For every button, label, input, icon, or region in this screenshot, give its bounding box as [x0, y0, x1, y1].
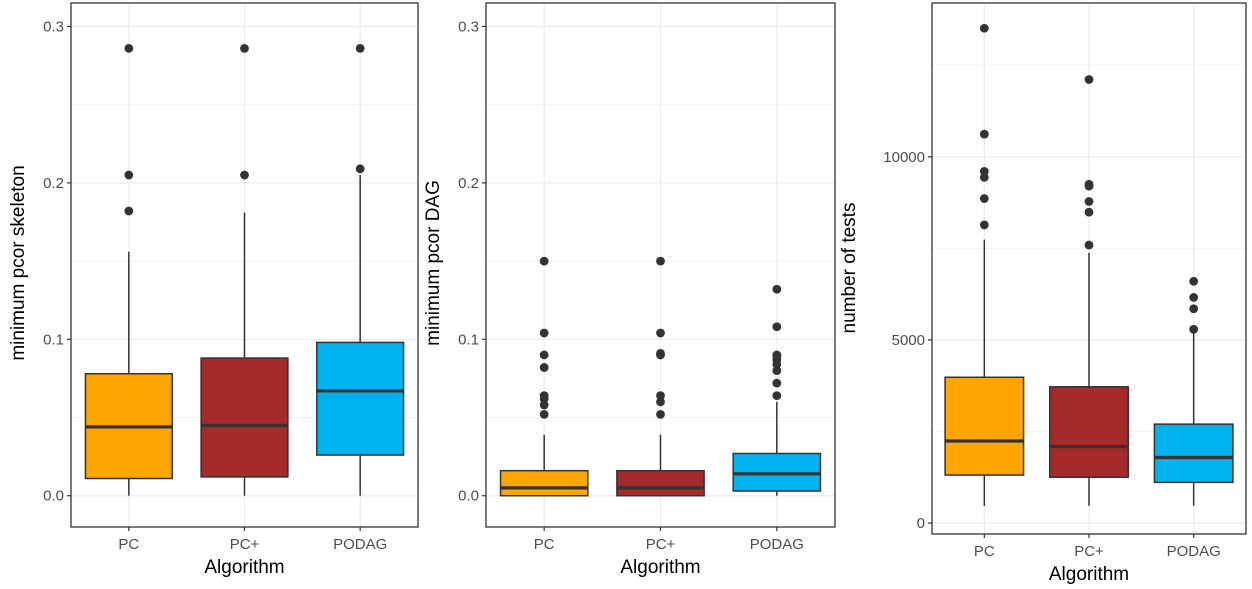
- y-tick-label: 0.3: [43, 18, 64, 35]
- y-tick-label: 0.2: [458, 175, 479, 192]
- box-podag: [1153, 276, 1234, 506]
- x-tick-label: PODAG: [333, 536, 387, 553]
- outlier-point: [1084, 179, 1094, 189]
- box-body: [200, 357, 289, 478]
- outlier-point: [772, 284, 782, 294]
- x-tick-label: PC: [534, 536, 555, 553]
- outlier-point: [772, 322, 782, 332]
- outlier-point: [355, 43, 365, 53]
- outlier-point: [1189, 276, 1199, 286]
- outlier-point: [240, 170, 249, 180]
- box-pc-plus: [1049, 75, 1129, 506]
- y-tick-label: 5000: [892, 332, 925, 349]
- box-body: [316, 341, 405, 456]
- outlier-point: [539, 363, 549, 372]
- x-tick-label: PC+: [646, 536, 676, 553]
- outlier-point: [656, 409, 665, 419]
- outlier-point: [240, 43, 249, 53]
- outlier-point: [1084, 197, 1094, 206]
- outlier-point: [656, 348, 665, 358]
- y-axis-label: minimum pcor skeleton: [8, 165, 29, 360]
- outlier-point: [656, 391, 665, 401]
- outlier-point: [539, 328, 549, 338]
- outlier-point: [1084, 240, 1094, 250]
- outlier-point: [1189, 304, 1199, 314]
- box-pc: [84, 43, 173, 496]
- y-axis-label: minimum pcor DAG: [423, 180, 444, 346]
- outlier-point: [539, 400, 549, 410]
- box-body: [499, 469, 589, 497]
- x-tick-label: PODAG: [1167, 543, 1221, 560]
- y-tick-label: 0.3: [458, 18, 479, 35]
- y-tick-label: 10000: [883, 149, 925, 166]
- outlier-point: [656, 256, 665, 266]
- panel-2: 0.0 0.1 0.2 0.3 PC PC+ PODAG Algorithm minimum p…: [423, 2, 836, 578]
- x-tick-label: PC+: [1074, 543, 1104, 560]
- x-axis-label: Algorithm: [620, 557, 700, 578]
- outlier-point: [539, 256, 549, 266]
- outlier-point: [539, 391, 549, 401]
- y-tick-label: 0.1: [43, 331, 64, 348]
- outlier-point: [772, 366, 782, 375]
- box-pc-plus: [200, 43, 289, 496]
- y-tick-label: 0: [917, 515, 925, 532]
- box-pc: [499, 256, 589, 497]
- panel-3: 0 5000 10000 PC PC+ PODAG Algorithm number of t…: [839, 2, 1247, 585]
- outlier-point: [539, 350, 549, 360]
- box-pc: [944, 23, 1025, 506]
- x-tick-label: PC+: [230, 536, 260, 553]
- box-body: [616, 469, 705, 497]
- x-tick-label: PC: [974, 543, 995, 560]
- x-axis-label: Algorithm: [1049, 564, 1129, 585]
- outlier-point: [979, 23, 989, 33]
- outlier-point: [1084, 207, 1094, 217]
- x-tick-label: PC: [118, 536, 139, 553]
- outlier-point: [772, 391, 782, 401]
- box-podag: [316, 43, 405, 496]
- outlier-point: [1189, 293, 1199, 302]
- box-body: [1049, 386, 1129, 478]
- y-tick-label: 0.0: [43, 488, 64, 505]
- y-tick-label: 0.0: [458, 488, 479, 505]
- outlier-point: [979, 167, 989, 176]
- outlier-point: [979, 220, 989, 230]
- outlier-point: [656, 397, 665, 407]
- y-tick-label: 0.2: [43, 175, 64, 192]
- outlier-point: [656, 328, 665, 338]
- outlier-point: [124, 43, 134, 53]
- box-podag: [732, 284, 822, 496]
- outlier-point: [1084, 75, 1094, 84]
- box-pc-plus: [616, 256, 705, 497]
- outlier-point: [772, 378, 782, 388]
- y-tick-label: 0.1: [458, 331, 479, 348]
- outlier-point: [539, 409, 549, 419]
- x-axis-label: Algorithm: [204, 557, 284, 578]
- outlier-point: [124, 170, 134, 180]
- x-tick-label: PODAG: [750, 536, 804, 553]
- box-body: [944, 376, 1025, 476]
- outlier-point: [772, 350, 782, 360]
- outlier-point: [979, 194, 989, 203]
- box-body: [1153, 423, 1234, 484]
- outlier-point: [1189, 324, 1199, 334]
- outlier-point: [979, 129, 989, 139]
- outlier-point: [124, 206, 134, 216]
- panel-1: 0.0 0.1 0.2 0.3 PC PC+ PODAG Algorithm minimum p…: [8, 2, 419, 578]
- outlier-point: [355, 164, 365, 174]
- y-axis-label: number of tests: [839, 203, 860, 334]
